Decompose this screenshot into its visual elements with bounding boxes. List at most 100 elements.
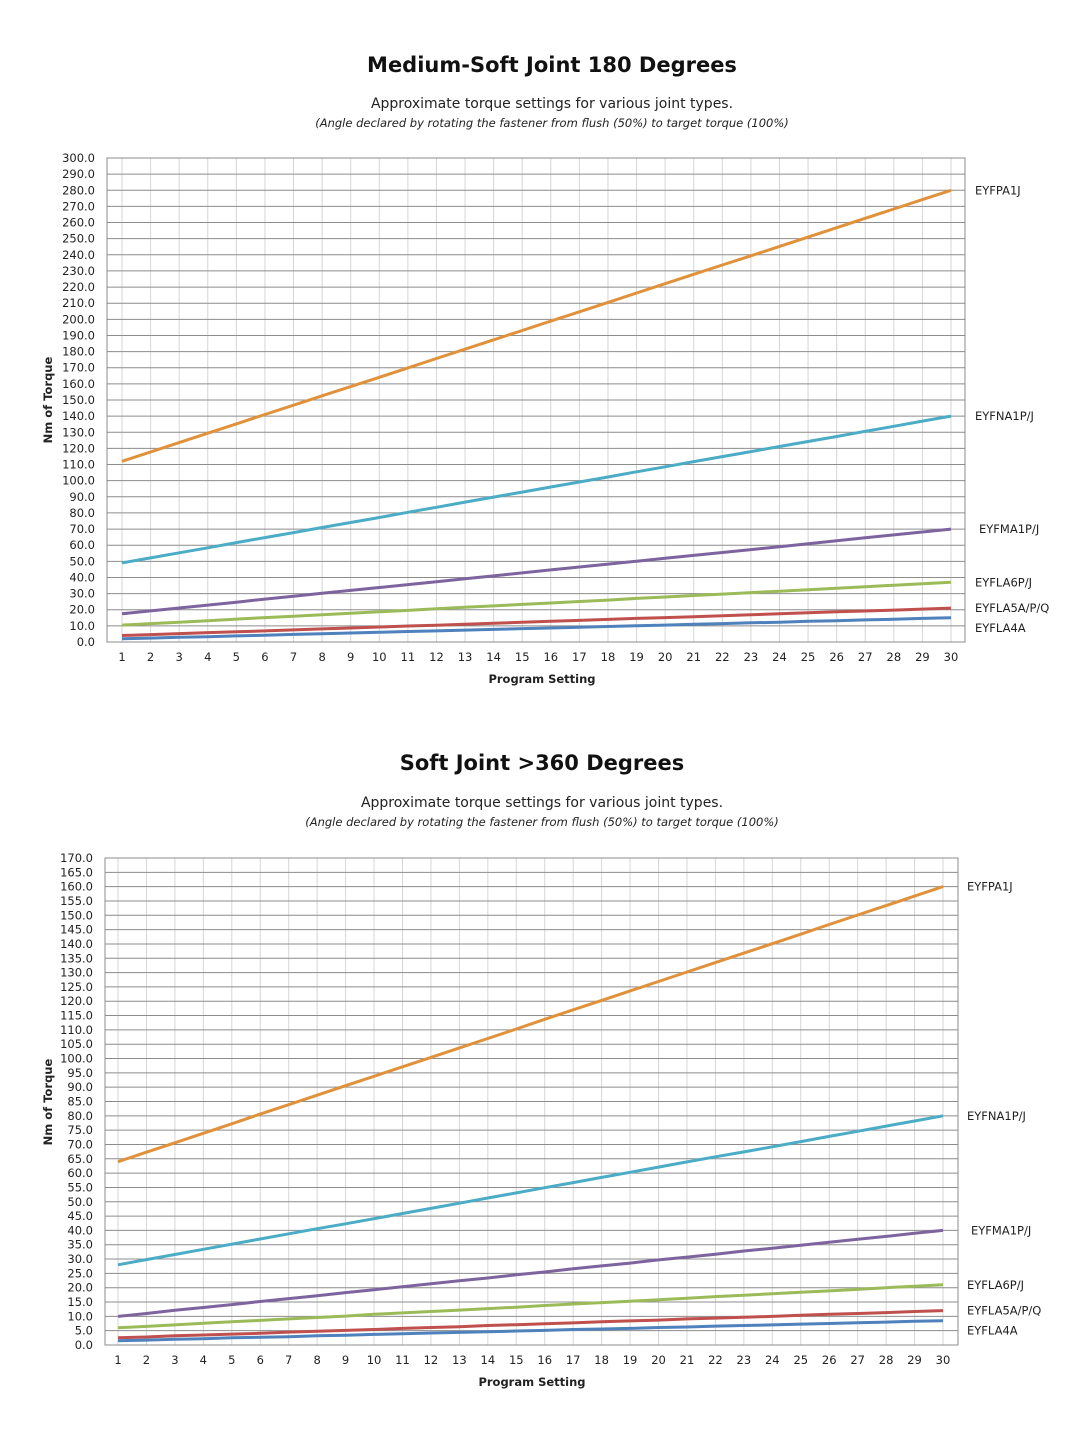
x-tick-label: 27 (858, 650, 873, 664)
x-tick-label: 2 (147, 650, 154, 664)
x-tick-label: 18 (594, 1353, 609, 1367)
y-tick-label: 65.0 (67, 1152, 93, 1166)
y-tick-label: 75.0 (67, 1123, 93, 1137)
y-tick-label: 160.0 (62, 377, 95, 391)
y-tick-label: 220.0 (62, 280, 95, 294)
series-line-eyfla6p-j (117, 1283, 944, 1330)
series-line-eyfna1p-j (121, 414, 952, 565)
y-tick-label: 0.0 (77, 635, 95, 649)
x-tick-label: 28 (879, 1353, 894, 1367)
x-tick-label: 30 (944, 650, 959, 664)
y-tick-label: 300.0 (62, 151, 95, 165)
chart-title: Medium-Soft Joint 180 Degrees (367, 53, 737, 77)
x-tick-label: 21 (680, 1353, 695, 1367)
x-tick-label: 26 (829, 650, 844, 664)
series-label: EYFLA4A (975, 621, 1026, 635)
y-tick-label: 95.0 (67, 1066, 93, 1080)
x-tick-label: 19 (623, 1353, 638, 1367)
x-tick-label: 4 (204, 650, 211, 664)
y-tick-label: 110.0 (62, 458, 95, 472)
y-tick-label: 115.0 (60, 1009, 93, 1023)
x-tick-label: 13 (458, 650, 473, 664)
y-tick-label: 150.0 (60, 908, 93, 922)
x-tick-label: 26 (822, 1353, 837, 1367)
x-tick-label: 19 (629, 650, 644, 664)
y-axis-label: Nm of Torque (41, 1058, 55, 1145)
y-tick-label: 110.0 (60, 1023, 93, 1037)
y-tick-label: 40.0 (67, 1223, 93, 1237)
series-label: EYFPA1J (967, 880, 1013, 894)
series-line-eyfla5a-p-q (117, 1309, 944, 1340)
y-tick-label: 40.0 (69, 570, 95, 584)
series-line-eyfma1p-j (117, 1228, 944, 1318)
x-tick-label: 8 (313, 1353, 320, 1367)
chart-2: Soft Joint >360 Degrees Approximate torqu… (41, 751, 1041, 1389)
x-tick-label: 14 (481, 1353, 496, 1367)
x-tick-label: 7 (290, 650, 297, 664)
x-tick-label: 20 (658, 650, 673, 664)
x-tick-label: 14 (486, 650, 501, 664)
series-label: EYFLA5A/P/Q (975, 601, 1049, 615)
y-tick-label: 55.0 (67, 1180, 93, 1194)
x-tick-label: 3 (171, 1353, 178, 1367)
x-tick-label: 29 (915, 650, 930, 664)
y-tick-label: 80.0 (69, 506, 95, 520)
y-tick-label: 290.0 (62, 167, 95, 181)
x-axis-label: Program Setting (478, 1375, 585, 1389)
x-tick-label: 22 (708, 1353, 723, 1367)
y-tick-label: 150.0 (62, 393, 95, 407)
chart-note: (Angle declared by rotating the fastener… (315, 116, 789, 130)
y-tick-label: 0.0 (75, 1338, 93, 1352)
y-tick-label: 50.0 (67, 1195, 93, 1209)
x-tick-label: 30 (936, 1353, 951, 1367)
x-tick-label: 21 (686, 650, 701, 664)
y-tick-label: 60.0 (69, 538, 95, 552)
x-tick-label: 12 (429, 650, 444, 664)
y-tick-label: 105.0 (60, 1037, 93, 1051)
series-label: EYFMA1P/J (979, 522, 1039, 536)
series-label: EYFLA6P/J (975, 575, 1032, 589)
y-tick-label: 160.0 (60, 880, 93, 894)
chart-1: Medium-Soft Joint 180 Degrees Approximate… (41, 53, 1049, 686)
x-tick-label: 28 (887, 650, 902, 664)
y-tick-label: 270.0 (62, 199, 95, 213)
x-tick-label: 7 (285, 1353, 292, 1367)
y-tick-label: 280.0 (62, 183, 95, 197)
y-tick-label: 85.0 (67, 1095, 93, 1109)
y-tick-label: 230.0 (62, 264, 95, 278)
y-tick-label: 120.0 (60, 994, 93, 1008)
series-label: EYFMA1P/J (971, 1223, 1031, 1237)
x-tick-label: 18 (601, 650, 616, 664)
y-tick-label: 20.0 (67, 1281, 93, 1295)
y-tick-label: 25.0 (67, 1266, 93, 1280)
plot-area (104, 857, 959, 1346)
x-tick-label: 3 (176, 650, 183, 664)
x-tick-label: 20 (651, 1353, 666, 1367)
y-tick-label: 130.0 (62, 425, 95, 439)
plot-area (106, 157, 966, 643)
y-tick-label: 135.0 (60, 951, 93, 965)
chart-title: Soft Joint >360 Degrees (400, 751, 685, 775)
series-line-eyfpa1j (117, 885, 944, 1164)
series-label: EYFNA1P/J (975, 409, 1034, 423)
y-tick-label: 100.0 (60, 1052, 93, 1066)
chart-subtitle: Approximate torque settings for various … (371, 96, 733, 112)
y-tick-label: 90.0 (69, 490, 95, 504)
y-tick-label: 70.0 (67, 1137, 93, 1151)
x-tick-label: 16 (537, 1353, 552, 1367)
x-tick-label: 16 (543, 650, 558, 664)
series-label: EYFLA5A/P/Q (967, 1304, 1041, 1318)
x-tick-label: 2 (143, 1353, 150, 1367)
x-tick-label: 11 (401, 650, 416, 664)
x-tick-label: 24 (765, 1353, 780, 1367)
y-tick-label: 165.0 (60, 865, 93, 879)
x-tick-label: 8 (318, 650, 325, 664)
y-tick-label: 15.0 (67, 1295, 93, 1309)
y-tick-label: 30.0 (67, 1252, 93, 1266)
x-tick-label: 1 (118, 650, 125, 664)
y-tick-label: 20.0 (69, 603, 95, 617)
y-tick-label: 10.0 (69, 619, 95, 633)
x-tick-label: 5 (233, 650, 240, 664)
series-line-eyfla4a (121, 616, 952, 641)
